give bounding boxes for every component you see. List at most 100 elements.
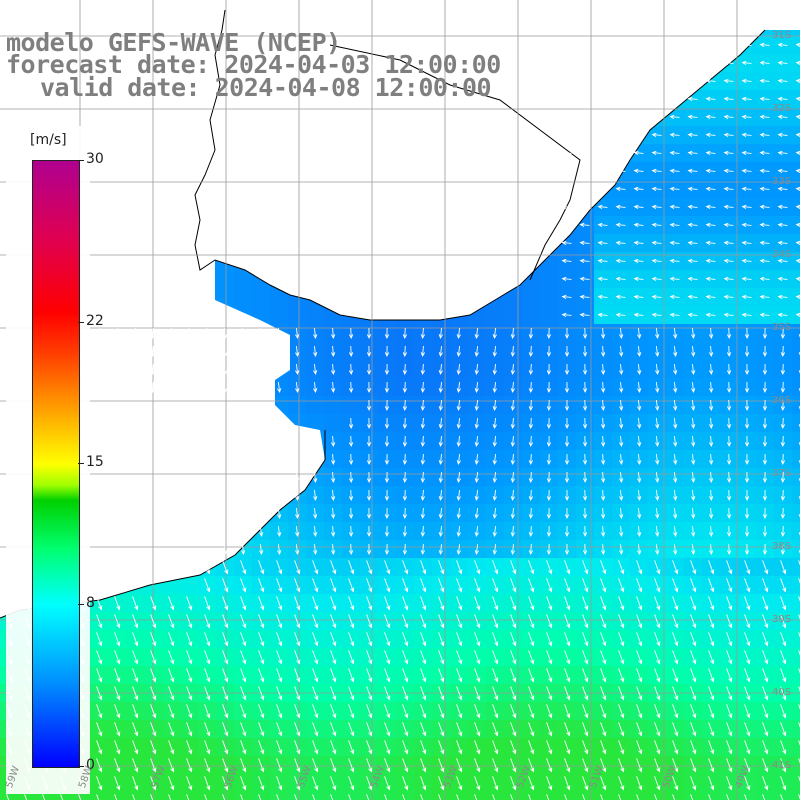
field-cell (792, 486, 800, 505)
wind-arrow (546, 704, 553, 719)
wind-arrow (651, 312, 662, 318)
colorbar (32, 160, 80, 768)
wind-arrow (726, 740, 733, 755)
wind-arrow (438, 399, 443, 412)
wind-arrow (579, 114, 590, 120)
wind-arrow (276, 686, 283, 701)
wind-arrow (637, 327, 642, 339)
wind-arrow (150, 632, 157, 647)
wind-arrow (762, 614, 769, 629)
wind-arrow (582, 327, 588, 340)
wind-arrow (384, 399, 390, 412)
wind-arrow (655, 453, 660, 465)
field-cell (558, 792, 577, 800)
wind-arrow (402, 740, 409, 755)
wind-arrow (312, 578, 319, 593)
wind-arrow (366, 435, 372, 448)
wind-arrow (780, 758, 787, 773)
wind-arrow (546, 794, 550, 800)
wind-arrow (600, 507, 606, 520)
wind-arrow (277, 543, 282, 555)
wind-arrow (384, 578, 391, 593)
wind-arrow (777, 240, 788, 246)
wind-arrow (615, 204, 626, 210)
wind-arrow (654, 776, 661, 791)
wind-arrow (366, 578, 373, 593)
wind-arrow (744, 578, 751, 593)
wind-arrow (615, 24, 626, 30)
wind-arrow (492, 722, 499, 737)
wind-arrow (582, 381, 588, 394)
wind-arrow (579, 24, 590, 30)
wind-arrow (438, 327, 443, 340)
wind-arrow (366, 704, 373, 719)
wind-arrow (636, 740, 643, 755)
wind-arrow (705, 132, 716, 138)
wind-arrow (492, 614, 499, 629)
wind-arrow (600, 758, 607, 773)
wind-arrow (276, 794, 280, 800)
wind-arrow (402, 596, 409, 611)
wind-arrow (438, 560, 445, 575)
wind-arrow (705, 6, 716, 12)
wind-arrow (637, 525, 642, 537)
wind-arrow (492, 704, 499, 719)
wind-arrow (277, 363, 282, 375)
wind-arrow (420, 381, 426, 394)
wind-arrow (637, 489, 642, 501)
wind-arrow (259, 327, 264, 339)
field-cell (792, 666, 800, 685)
wind-arrow (762, 507, 768, 520)
wind-arrow (705, 222, 716, 228)
wind-arrow (762, 668, 769, 683)
wind-arrow (633, 96, 644, 102)
wind-arrow (114, 722, 121, 737)
coastline-estuary (194, 9, 291, 296)
wind-arrow (705, 258, 716, 264)
wind-arrow (723, 24, 734, 30)
wind-arrow (798, 686, 800, 692)
wind-arrow (420, 650, 427, 665)
wind-arrow (669, 258, 680, 264)
wind-arrow (780, 578, 787, 593)
wind-arrow (619, 417, 624, 430)
wind-arrow (510, 758, 517, 773)
wind-arrow (582, 776, 589, 791)
wind-arrow (528, 471, 534, 484)
wind-arrow (726, 417, 732, 430)
wind-arrow (78, 794, 82, 800)
wind-arrow (402, 363, 408, 376)
wind-arrow (546, 722, 553, 737)
wind-arrow (132, 381, 137, 394)
wind-arrow (582, 417, 588, 430)
wind-arrow (438, 740, 445, 755)
field-cell (792, 54, 800, 73)
wind-arrow (726, 525, 732, 538)
wind-arrow (6, 794, 10, 800)
wind-arrow (669, 150, 680, 156)
wind-arrow (546, 345, 552, 358)
wind-arrow (708, 650, 715, 665)
wind-arrow (780, 417, 786, 430)
wind-arrow (456, 525, 461, 537)
wind-arrow (744, 758, 751, 773)
wind-arrow (348, 471, 354, 484)
wind-arrow (186, 632, 193, 647)
wind-arrow (132, 722, 139, 737)
wind-arrow (673, 453, 678, 465)
lat-label: 38S (772, 541, 792, 552)
field-cell (540, 306, 559, 325)
wind-arrow (582, 578, 589, 593)
field-cell (252, 288, 271, 307)
wind-arrow (618, 632, 625, 647)
wind-arrow (456, 740, 463, 755)
wind-arrow (741, 222, 752, 228)
wind-arrow (579, 258, 590, 264)
wind-arrow (330, 668, 337, 683)
wind-arrow (762, 453, 768, 466)
wind-arrow (673, 525, 678, 537)
wind-arrow (168, 704, 175, 719)
wind-arrow (204, 363, 210, 376)
wind-arrow (744, 722, 751, 737)
